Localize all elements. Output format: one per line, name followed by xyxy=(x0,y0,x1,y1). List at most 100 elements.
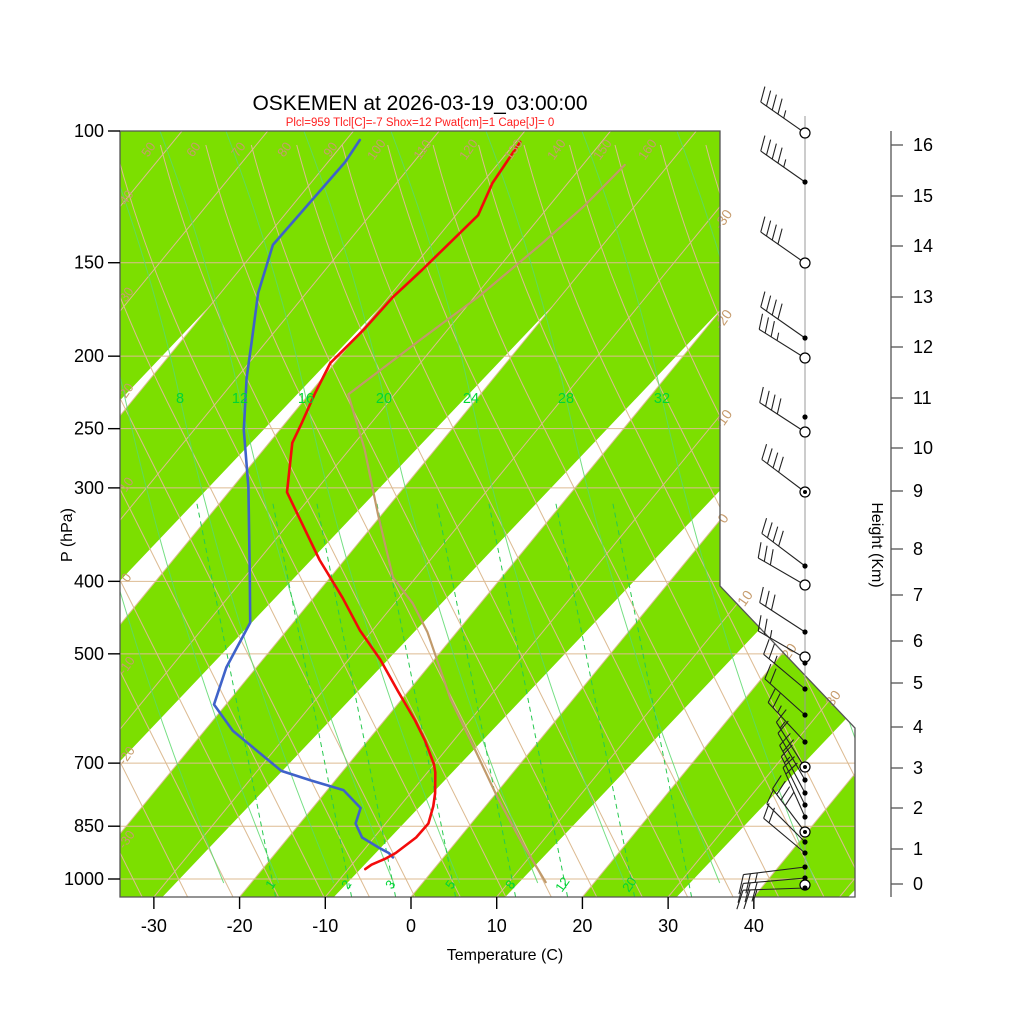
chart-label: 1 xyxy=(913,839,923,859)
isotherm-line xyxy=(153,131,783,897)
chart-label: 30 xyxy=(116,284,137,304)
station-level-marker xyxy=(802,814,808,820)
chart-label: 4 xyxy=(913,717,923,737)
isotherm-line xyxy=(120,131,697,897)
temperature-curve xyxy=(285,140,522,871)
station-level-marker xyxy=(802,777,808,783)
wind-barb xyxy=(764,663,806,716)
chart-label: -10 xyxy=(312,916,338,936)
dewpoint-curve xyxy=(212,138,395,859)
station-level-marker xyxy=(802,790,808,796)
wind-barb xyxy=(758,313,806,359)
chart-label: 16 xyxy=(298,391,314,407)
chart-label: 0 xyxy=(406,916,416,936)
station-level-marker xyxy=(799,579,811,591)
chart-label: 10 xyxy=(116,474,137,494)
chart-label: 6 xyxy=(913,631,923,651)
dry-adiabat-line xyxy=(432,144,780,897)
dry-adiabat-line xyxy=(120,144,234,897)
wind-barb xyxy=(761,444,806,493)
station-level-marker xyxy=(802,802,808,808)
chart-label: 20 xyxy=(572,916,592,936)
dry-adiabat-line xyxy=(205,144,552,897)
temperature-band xyxy=(582,131,855,897)
chart-label: 7 xyxy=(913,585,923,605)
station-level-marker xyxy=(802,414,808,420)
isotherm-line xyxy=(0,131,11,897)
mixing-ratio-line xyxy=(435,499,517,897)
chart-label: 10 xyxy=(487,916,507,936)
station-level-marker xyxy=(802,712,808,718)
chart-label: 500 xyxy=(74,644,104,664)
chart-label: 60 xyxy=(183,139,204,159)
chart-label: 12 xyxy=(913,337,933,357)
wind-barb xyxy=(759,386,806,433)
chart-label: 100 xyxy=(74,121,104,141)
chart-subtitle: Plcl=959 Tlcl[C]=-7 Shox=12 Pwat[cm]=1 C… xyxy=(286,117,555,129)
dry-adiabat-line xyxy=(159,144,507,897)
temperature-band xyxy=(120,131,548,897)
chart-label: 200 xyxy=(74,346,104,366)
station-level-marker xyxy=(802,839,808,845)
chart-label: 28 xyxy=(558,391,574,407)
chart-label: 9 xyxy=(913,481,923,501)
temperature-band xyxy=(120,131,719,897)
station-level-marker xyxy=(802,660,808,666)
station-level-marker xyxy=(802,875,808,881)
temperature-band xyxy=(120,131,376,897)
wind-barb xyxy=(760,135,806,183)
chart-label: -30 xyxy=(141,916,167,936)
chart-label: 2 xyxy=(913,798,923,818)
station-level-marker xyxy=(802,850,808,856)
isotherm-line xyxy=(667,131,855,897)
wind-barb xyxy=(761,518,806,567)
chart-label: 20 xyxy=(376,391,392,407)
moist-adiabat-line xyxy=(485,131,721,884)
chart-label: 5 xyxy=(913,673,923,693)
dry-adiabat-line xyxy=(796,144,855,897)
mixing-ratio-line xyxy=(554,499,636,897)
chart-label: 15 xyxy=(913,186,933,206)
chart-label: 8 xyxy=(176,391,184,407)
station-level-marker xyxy=(802,885,808,891)
isotherm-line xyxy=(120,131,440,897)
station-level-marker xyxy=(799,257,811,269)
chart-label: 12 xyxy=(232,391,248,407)
moist-adiabat-line xyxy=(581,131,817,884)
chart-label: 50 xyxy=(138,139,159,159)
dry-adiabat-line xyxy=(120,144,416,897)
station-level-marker xyxy=(802,739,808,745)
wind-barb xyxy=(777,720,806,781)
chart-label: 250 xyxy=(74,419,104,439)
dry-adiabat-line xyxy=(478,144,825,897)
wind-barb xyxy=(760,86,806,134)
wind-barb xyxy=(737,877,806,903)
mixing-ratio-line xyxy=(271,499,353,897)
station-level-marker xyxy=(799,826,811,838)
station-level-marker xyxy=(802,864,808,870)
station-level-marker xyxy=(799,426,811,438)
chart-label: 30 xyxy=(658,916,678,936)
wind-barb xyxy=(736,887,806,910)
chart-label: 8 xyxy=(913,539,923,559)
moist-adiabat-line xyxy=(159,131,395,884)
moist-adiabat-line xyxy=(120,131,280,884)
chart-label: 90 xyxy=(320,139,341,159)
chart-label: 24 xyxy=(463,391,479,407)
station-level-marker xyxy=(802,563,808,569)
station-level-marker xyxy=(799,352,811,364)
wind-barb xyxy=(757,542,806,586)
isotherm-line xyxy=(120,131,354,897)
chart-label: 80 xyxy=(274,139,295,159)
chart-label: -20 xyxy=(227,916,253,936)
chart-label: 70 xyxy=(228,139,249,159)
dry-adiabat-line xyxy=(120,144,325,897)
dry-adiabat-line xyxy=(750,144,855,897)
moist-adiabat-line xyxy=(120,131,335,884)
dry-adiabat-line xyxy=(120,144,461,897)
page-title: OSKEMEN at 2026-03-19_03:00:00 xyxy=(252,92,587,115)
chart-label: 16 xyxy=(913,135,933,155)
chart-label: 40 xyxy=(744,916,764,936)
moist-adiabat-line xyxy=(303,131,539,884)
